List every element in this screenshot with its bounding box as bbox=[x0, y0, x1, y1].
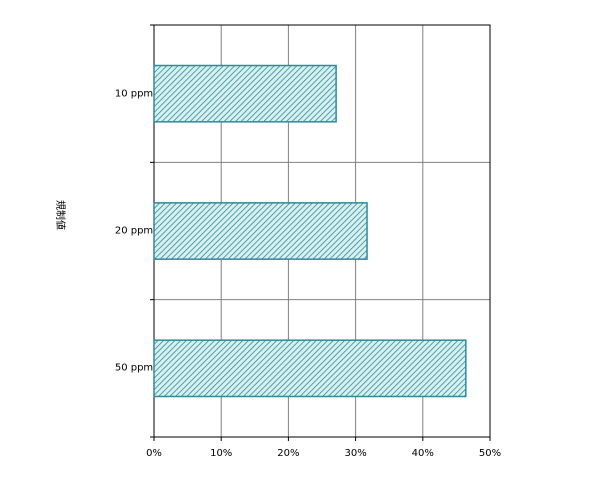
bar bbox=[153, 202, 368, 260]
x-tick-label: 0% bbox=[146, 448, 162, 459]
bar bbox=[153, 339, 467, 398]
bar bbox=[153, 64, 337, 123]
x-tick-label: 10% bbox=[210, 448, 232, 459]
y-axis-label: 規制値 bbox=[54, 200, 67, 230]
x-tick-label: 50% bbox=[479, 448, 501, 459]
y-tick-label: 50 ppm bbox=[114, 362, 154, 374]
y-tick-label: 20 ppm bbox=[114, 225, 154, 237]
x-tick-label: 40% bbox=[412, 448, 434, 459]
y-tick-label: 10 ppm bbox=[114, 88, 154, 100]
x-tick-label: 20% bbox=[277, 448, 299, 459]
x-tick-label: 30% bbox=[344, 448, 366, 459]
